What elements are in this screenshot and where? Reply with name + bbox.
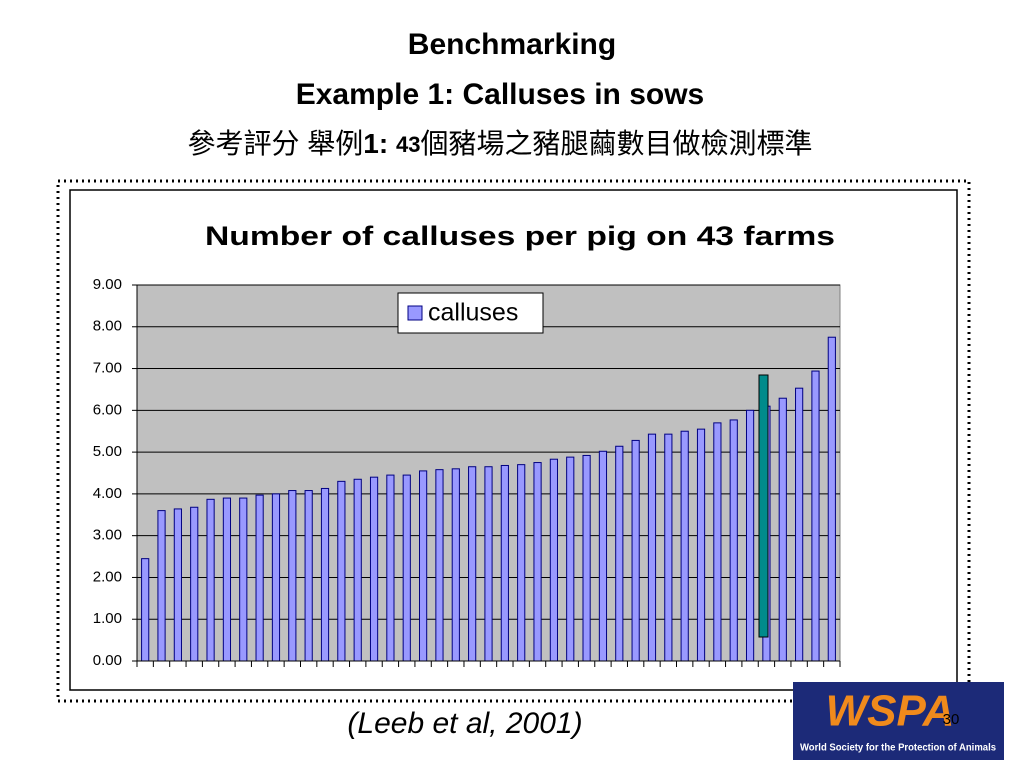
y-tick-label: 8.00 [93, 318, 122, 335]
y-tick-label: 7.00 [93, 360, 122, 377]
bar [141, 558, 150, 662]
bar [517, 464, 526, 662]
marks: 0.00 1.00 2.00 3.00 4.00 5.00 6.00 7.00 8.00 9.00 [93, 276, 841, 669]
logo-text: WSPA [826, 687, 955, 736]
bar [795, 387, 804, 662]
legend: calluses [397, 292, 544, 334]
bar [582, 454, 591, 662]
bar [271, 493, 281, 662]
cjk-text: 1: [363, 128, 396, 159]
bar [745, 409, 755, 662]
bar [304, 490, 313, 662]
highlight-shape [758, 374, 769, 638]
bar [533, 462, 542, 662]
bar [468, 466, 477, 662]
bar [255, 494, 264, 662]
cjk-text: 個豬場之豬腿繭數目做檢測標準 [420, 128, 812, 159]
bar [566, 456, 575, 662]
bar [222, 497, 232, 662]
bar [729, 419, 738, 662]
cjk-text: 43 [396, 132, 420, 157]
y-tick-label: 6.00 [93, 401, 122, 418]
bar [190, 506, 199, 662]
bar [827, 336, 836, 662]
logo-box [793, 682, 1004, 760]
bar [239, 497, 248, 662]
citation: (Leeb et al, 2001) [347, 707, 582, 740]
bar [369, 476, 379, 662]
y-tick-label: 9.00 [93, 276, 122, 293]
bar [157, 510, 166, 662]
bar [402, 474, 411, 662]
bar [419, 470, 428, 662]
y-tick-label: 3.00 [93, 527, 122, 544]
y-tick-label: 1.00 [93, 610, 122, 627]
legend-swatch [407, 305, 423, 321]
legend-label: calluses [428, 299, 518, 327]
bar [451, 468, 460, 662]
bar [484, 466, 493, 662]
y-tick-label: 4.00 [93, 485, 122, 502]
chart-title: Number of calluses per pig on 43 farms [205, 221, 835, 251]
bar [549, 458, 558, 662]
slide-title-cjk: 參考評分 舉例1: 43個豬場之豬腿繭數目做檢測標準 [188, 128, 813, 159]
slide-title: Example 1: Calluses in sows [296, 78, 705, 111]
y-tick-label: 5.00 [93, 443, 122, 460]
bar [500, 464, 509, 662]
y-tick-label: 0.00 [93, 652, 122, 669]
bar [664, 433, 673, 662]
bar [320, 487, 330, 662]
bar [435, 469, 444, 662]
bar [811, 370, 820, 662]
bar [598, 450, 608, 662]
bar [680, 430, 689, 662]
dotted-frame [56, 179, 971, 703]
bar [353, 478, 362, 662]
bar [173, 508, 182, 662]
bar [713, 422, 722, 662]
bar [337, 480, 346, 662]
bar [696, 428, 706, 662]
bar [386, 474, 395, 662]
bar [778, 397, 787, 662]
logo-caption: World Society for the Protection of Anim… [800, 743, 996, 754]
bar [615, 445, 624, 662]
cjk-text: 參考評分 舉例 [188, 128, 364, 159]
bar [631, 439, 640, 662]
slide-title: Benchmarking [408, 28, 616, 61]
bar [288, 490, 297, 662]
page-number: 30 [943, 711, 960, 728]
y-tick-label: 2.00 [93, 568, 122, 585]
bar [647, 433, 657, 662]
bar [206, 498, 215, 662]
